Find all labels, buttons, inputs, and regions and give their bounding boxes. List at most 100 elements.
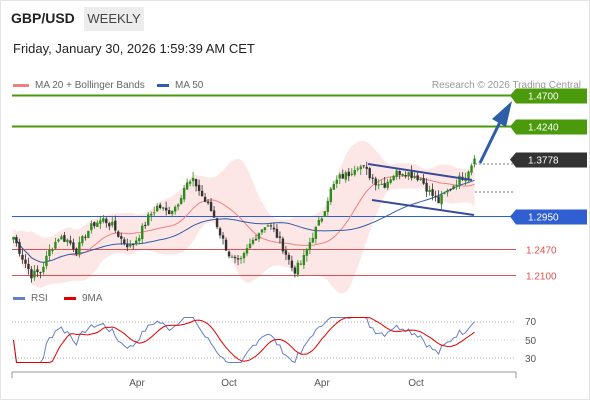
candle-body bbox=[54, 241, 57, 249]
legend-ma50: MA 50 bbox=[157, 80, 203, 91]
timeframe-badge[interactable]: WEEKLY bbox=[84, 7, 144, 31]
candle-body bbox=[431, 189, 434, 196]
level-badge-text-3: 1.2950 bbox=[528, 213, 559, 224]
candle-body bbox=[164, 207, 168, 211]
candle-body bbox=[57, 239, 60, 242]
candle bbox=[21, 249, 24, 264]
ma50-line bbox=[13, 179, 475, 263]
candle-body bbox=[48, 249, 51, 256]
candle bbox=[81, 235, 84, 247]
bollinger-fill bbox=[13, 140, 475, 294]
candle-body bbox=[290, 260, 294, 268]
level-label-5: 1.2100 bbox=[526, 272, 557, 283]
candle-body bbox=[386, 181, 389, 188]
candle bbox=[260, 229, 264, 235]
candle-body bbox=[230, 256, 234, 258]
candle-body bbox=[185, 182, 189, 190]
candle-body bbox=[308, 242, 312, 251]
candle-body bbox=[221, 235, 225, 239]
candle-body bbox=[144, 224, 147, 226]
rsi-swatch bbox=[13, 297, 25, 300]
candle-body bbox=[206, 201, 210, 204]
candle bbox=[407, 171, 410, 181]
candle bbox=[248, 238, 252, 249]
candle bbox=[338, 172, 341, 185]
candle-body bbox=[368, 168, 371, 179]
candle bbox=[266, 223, 270, 227]
arrow-shaft bbox=[478, 121, 502, 164]
candle-body bbox=[314, 226, 318, 239]
candle-body bbox=[317, 220, 321, 226]
candle-body bbox=[123, 239, 126, 244]
candle bbox=[356, 166, 359, 172]
candle bbox=[443, 191, 446, 195]
candle bbox=[254, 234, 258, 242]
candle bbox=[78, 236, 81, 258]
candle bbox=[344, 170, 347, 183]
candle bbox=[135, 236, 138, 246]
candle-body bbox=[350, 173, 353, 175]
channel-lower-line bbox=[371, 199, 475, 216]
target-arrow bbox=[478, 101, 512, 164]
candle bbox=[377, 179, 380, 190]
candle bbox=[374, 176, 377, 191]
candle-body bbox=[158, 204, 162, 208]
candle-body bbox=[90, 223, 93, 231]
candle bbox=[221, 231, 225, 245]
candle bbox=[389, 177, 392, 185]
candle bbox=[329, 186, 333, 205]
candle-body bbox=[173, 206, 177, 212]
candle-body bbox=[96, 222, 99, 227]
candle-body bbox=[179, 198, 183, 205]
candle-body bbox=[341, 173, 344, 179]
chart-header: GBP/USD WEEKLY bbox=[0, 0, 590, 34]
candle bbox=[227, 250, 231, 259]
candle bbox=[287, 252, 291, 265]
candle-body bbox=[30, 269, 33, 279]
candle-body bbox=[161, 207, 165, 209]
candle bbox=[176, 203, 180, 211]
trend-channel bbox=[367, 163, 475, 216]
ma50-label: MA 50 bbox=[175, 80, 204, 91]
candle-body bbox=[359, 166, 362, 170]
candle-body bbox=[36, 269, 39, 272]
candle bbox=[416, 172, 419, 182]
legend-rsi: RSI bbox=[13, 293, 48, 304]
candle-body bbox=[392, 175, 395, 181]
candle bbox=[179, 194, 183, 205]
candle-body bbox=[407, 172, 410, 177]
candle bbox=[422, 174, 425, 185]
rsi-tick-50: 50 bbox=[525, 336, 537, 347]
candle bbox=[278, 231, 282, 244]
candle bbox=[281, 236, 285, 254]
candle-body bbox=[377, 184, 380, 186]
candle-body bbox=[138, 238, 141, 241]
candle-body bbox=[389, 179, 392, 183]
candle-body bbox=[344, 172, 347, 180]
candle bbox=[12, 236, 15, 244]
candle bbox=[99, 215, 102, 230]
candle-body bbox=[176, 204, 180, 207]
candle bbox=[311, 232, 315, 244]
candle bbox=[473, 155, 476, 168]
candle bbox=[132, 243, 135, 250]
bollinger-band-area bbox=[13, 140, 475, 294]
candle-body bbox=[239, 258, 243, 260]
level-label-4: 1.2470 bbox=[526, 246, 557, 257]
candle-body bbox=[278, 236, 282, 238]
candle bbox=[84, 234, 87, 241]
candle bbox=[305, 247, 309, 262]
candle bbox=[413, 172, 416, 179]
candle-body bbox=[269, 225, 273, 227]
candle-body bbox=[155, 205, 159, 212]
candle bbox=[15, 234, 18, 247]
candle bbox=[129, 239, 132, 249]
candle bbox=[314, 226, 318, 244]
candle-body bbox=[15, 237, 18, 244]
candle bbox=[54, 237, 57, 250]
candle-body bbox=[84, 236, 87, 238]
candle bbox=[170, 210, 174, 218]
candle-body bbox=[338, 174, 341, 179]
candle bbox=[452, 184, 455, 190]
